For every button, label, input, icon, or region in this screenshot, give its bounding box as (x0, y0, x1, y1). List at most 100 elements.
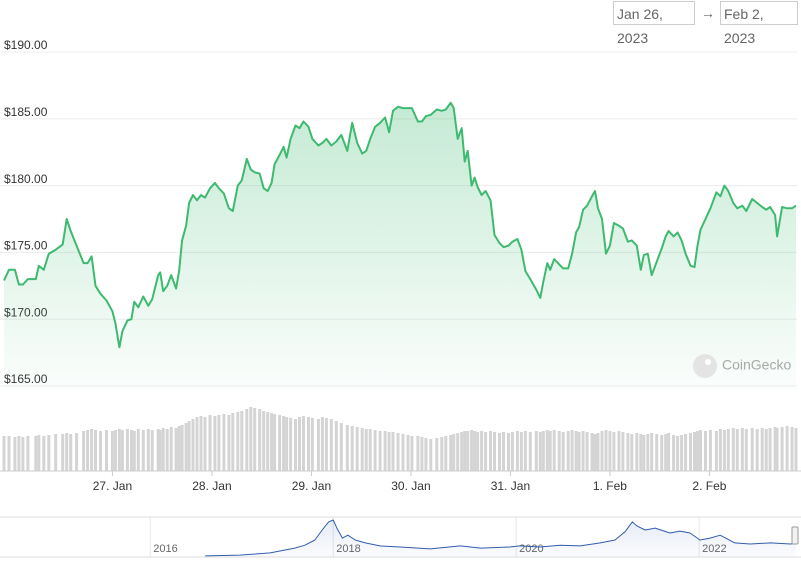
volume-bar (735, 429, 739, 471)
volume-bar (484, 432, 488, 471)
x-tick-label: 30. Jan (391, 479, 430, 493)
volume-bar (593, 434, 597, 471)
volume-bar (339, 423, 343, 471)
volume-bar (617, 431, 621, 471)
volume-bar (650, 433, 654, 471)
volume-bar (324, 418, 328, 471)
volume-bar (125, 429, 129, 471)
volume-bar (794, 428, 798, 471)
volume-bar (552, 430, 556, 471)
volume-bar (476, 432, 480, 471)
volume-bar (334, 421, 338, 471)
volume-bar (65, 433, 69, 471)
volume-bar (217, 415, 221, 471)
volume-bar (684, 434, 688, 471)
volume-bar (507, 433, 510, 471)
volume-bar (621, 432, 625, 471)
volume-bar (704, 431, 707, 471)
volume-bar (760, 428, 764, 471)
volume-bar (350, 426, 354, 471)
volume-bar (105, 430, 108, 471)
volume-bar (435, 438, 439, 471)
volume-bar (693, 432, 696, 471)
volume-bar (129, 430, 133, 471)
volume-bar (227, 415, 231, 471)
volume-bar (253, 408, 257, 471)
volume-bar (203, 417, 207, 471)
volume-bar (596, 433, 600, 471)
volume-bar (21, 437, 25, 471)
x-tick-label: 29. Jan (292, 479, 331, 493)
volume-bar (195, 417, 199, 471)
volume-bar (184, 423, 188, 471)
volume-bar (510, 432, 514, 471)
volume-bar (187, 421, 191, 471)
volume-bar (630, 434, 634, 471)
volume-bar (141, 430, 145, 471)
volume-bar (635, 433, 639, 471)
volume-bar (744, 429, 748, 471)
volume-bar (726, 429, 730, 471)
volume-bar (449, 435, 453, 471)
volume-bar (249, 407, 253, 471)
volume-bar (69, 434, 73, 471)
volume-bar (768, 428, 772, 471)
volume-bar (424, 438, 428, 471)
volume-bar (676, 436, 680, 471)
date-from-input[interactable]: Jan 26, 2023 (613, 1, 695, 46)
volume-bar (294, 419, 297, 471)
volume-bar (672, 435, 676, 471)
volume-bar (401, 434, 405, 471)
volume-bar (17, 436, 21, 471)
volume-bar (655, 434, 659, 471)
volume-bar (13, 437, 17, 471)
volume-bar (199, 416, 203, 471)
volume-bar (316, 419, 320, 471)
volume-bar (373, 430, 377, 471)
volume-bar (646, 434, 650, 471)
volume-bar (278, 415, 282, 471)
volume-bar (780, 427, 784, 471)
volume-bar (689, 433, 692, 471)
volume-bar (626, 433, 630, 471)
volume-bar (302, 416, 305, 471)
volume-bar (285, 417, 289, 471)
volume-bar (557, 431, 561, 471)
date-to-input[interactable]: Feb 2, 2023 (720, 1, 798, 46)
volume-bar (470, 430, 474, 471)
watermark-text: CoinGecko (722, 357, 791, 373)
volume-bar (26, 436, 30, 471)
volume-bar (270, 413, 274, 471)
y-tick-label: $175.00 (4, 239, 48, 253)
volume-bar (158, 430, 162, 471)
volume-bar (262, 411, 266, 471)
volume-bar (574, 431, 578, 471)
volume-bar (174, 428, 178, 471)
volume-bar (37, 435, 41, 471)
volume-bar (444, 436, 448, 471)
x-tick-label: 31. Jan (491, 479, 530, 493)
volume-bar (775, 428, 779, 471)
volume-bar (180, 425, 184, 471)
area-fill (4, 102, 796, 391)
volume-bar (150, 430, 154, 471)
volume-bar (2, 436, 6, 471)
price-line (3, 101, 797, 349)
volume-bar (604, 430, 608, 471)
volume-bar (718, 429, 722, 471)
volume-bar (456, 433, 460, 471)
volume-bar (790, 427, 794, 471)
volume-bar (47, 435, 51, 471)
volume-bar (463, 431, 467, 471)
volume-bar (391, 432, 395, 471)
watermark-logo-eye (705, 359, 711, 365)
volume-bar (493, 432, 496, 471)
volume-bar (420, 437, 424, 471)
x-tick-label: 28. Jan (192, 479, 231, 493)
volume-bar (258, 409, 262, 471)
volume-bar (378, 431, 382, 471)
date-separator: → (701, 5, 715, 21)
volume-bar (113, 430, 117, 471)
